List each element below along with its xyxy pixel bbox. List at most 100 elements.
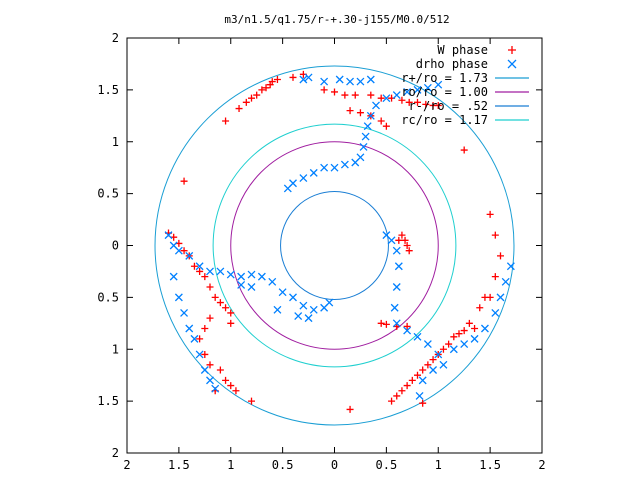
point-0-49	[414, 371, 421, 379]
point-0-58	[382, 320, 390, 328]
point-1-4	[195, 262, 204, 271]
point-0-3	[262, 84, 270, 92]
point-1-48	[394, 262, 403, 271]
point-0-80	[227, 319, 235, 327]
legend-label-0: W phase	[437, 43, 488, 57]
point-0-66	[180, 177, 188, 185]
point-1-65	[470, 334, 479, 343]
point-0-40	[460, 327, 468, 335]
point-0-76	[211, 293, 219, 301]
point-1-69	[174, 293, 183, 302]
point-1-36	[423, 83, 432, 92]
point-0-37	[476, 304, 484, 312]
point-1-54	[423, 340, 432, 349]
point-1-77	[237, 280, 246, 289]
point-0-14	[341, 91, 349, 99]
chart-title: m3/n1.5/q1.75/r-+.30-j155/M0.0/512	[224, 13, 449, 26]
point-0-7	[242, 98, 250, 106]
point-1-29	[363, 122, 372, 131]
point-1-26	[356, 153, 365, 162]
point-1-74	[200, 366, 209, 374]
point-0-25	[346, 107, 354, 115]
point-0-32	[491, 231, 499, 239]
point-1-10	[257, 272, 266, 281]
point-0-0	[273, 76, 281, 83]
y-tick-label-8: 2	[112, 446, 119, 460]
point-0-28	[377, 117, 385, 125]
point-0-90	[248, 397, 255, 405]
point-0-50	[408, 376, 416, 384]
point-0-13	[331, 88, 338, 96]
point-1-49	[392, 283, 401, 291]
point-0-6	[248, 94, 255, 102]
point-1-70	[180, 308, 189, 317]
point-1-9	[247, 270, 256, 279]
point-0-2	[266, 81, 274, 89]
point-0-33	[497, 252, 504, 260]
point-1-13	[289, 293, 297, 302]
point-1-33	[392, 91, 401, 100]
point-1-46	[387, 236, 396, 245]
point-0-54	[388, 397, 396, 405]
point-1-35	[413, 85, 422, 94]
point-0-17	[377, 94, 385, 102]
point-0-5	[253, 91, 261, 99]
point-1-34	[403, 87, 412, 96]
point-1-67	[449, 345, 458, 354]
point-1-64	[480, 324, 489, 333]
x-tick-label-6: 1	[435, 458, 442, 472]
point-0-75	[206, 283, 214, 291]
point-0-88	[227, 382, 235, 390]
point-0-63	[395, 236, 403, 244]
x-tick-label-0: 2	[123, 458, 130, 472]
point-0-26	[356, 109, 364, 117]
point-1-75	[206, 376, 214, 385]
point-1-31	[372, 101, 380, 110]
point-1-66	[460, 340, 469, 349]
point-1-37	[434, 80, 443, 89]
point-1-50	[390, 303, 399, 312]
point-0-72	[190, 262, 198, 270]
point-0-85	[206, 361, 214, 369]
point-1-3	[185, 251, 194, 260]
point-1-57	[429, 366, 438, 374]
point-1-22	[320, 163, 329, 172]
point-0-79	[227, 309, 235, 317]
point-0-78	[222, 304, 230, 312]
point-0-39	[465, 319, 473, 327]
point-1-63	[491, 308, 500, 317]
point-1-11	[268, 277, 277, 286]
point-1-42	[346, 77, 355, 86]
y-tick-label-4: 0	[112, 239, 119, 253]
point-1-73	[195, 350, 204, 359]
axis-ticks: 2 1.5 1 0.5 0 0.5 1 1.5 221.510.500.511.52	[97, 31, 545, 472]
point-0-22	[422, 100, 430, 108]
point-0-8	[235, 105, 243, 113]
y-tick-label-3: 0.5	[97, 187, 119, 201]
point-0-62	[398, 231, 406, 239]
x-tick-label-8: 2	[538, 458, 545, 472]
point-1-24	[340, 160, 349, 169]
y-tick-label-0: 2	[112, 31, 119, 45]
point-0-41	[455, 330, 463, 338]
point-1-30	[366, 111, 375, 120]
point-1-52	[403, 326, 412, 335]
point-1-8	[237, 272, 246, 281]
x-tick-label-5: 0.5	[376, 458, 398, 472]
point-0-4	[258, 86, 266, 94]
point-0-34	[491, 273, 499, 281]
y-tick-label-2: 1	[112, 135, 119, 149]
point-0-29	[382, 122, 390, 130]
point-1-21	[309, 168, 318, 177]
point-1-78	[247, 283, 256, 291]
point-1-0	[164, 231, 173, 240]
point-0-38	[471, 325, 479, 332]
point-0-55	[419, 399, 427, 407]
x-tick-label-1: 1.5	[168, 458, 190, 472]
point-1-55	[434, 350, 443, 359]
point-0-42	[450, 333, 458, 341]
point-1-7	[226, 270, 235, 279]
legend-label-4: r-/ro = .52	[409, 99, 488, 113]
